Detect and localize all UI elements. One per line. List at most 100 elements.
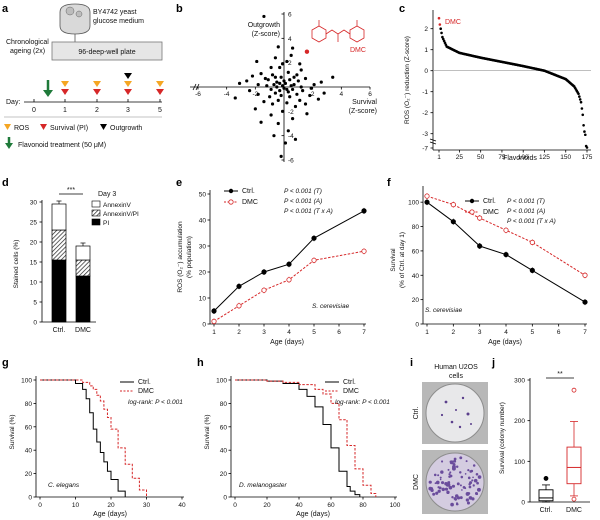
f-stat-3: P < 0.001 (T x A) xyxy=(507,218,556,225)
b-point xyxy=(295,73,299,77)
j-outlier xyxy=(543,476,549,481)
f-xlabel: Age (days) xyxy=(488,339,522,346)
i-colony xyxy=(453,457,457,461)
i-colony xyxy=(475,479,478,482)
i-colony xyxy=(437,474,440,477)
f-xtick-label: 5 xyxy=(531,329,535,336)
e-ylabel-2: (% population) xyxy=(186,236,193,278)
b-point xyxy=(303,76,308,81)
i-colony xyxy=(440,481,445,485)
b-point xyxy=(286,129,290,133)
measurement-markers xyxy=(61,73,164,95)
b-point xyxy=(262,14,266,19)
f-point-ctrl xyxy=(503,251,509,258)
b-point xyxy=(296,79,300,83)
j-outlier xyxy=(571,496,577,502)
i-colony xyxy=(448,485,453,490)
g-xtick-label: 0 xyxy=(38,502,42,509)
b-point xyxy=(286,90,290,94)
h-stat: log-rank: P < 0.001 xyxy=(335,399,390,406)
c-ytick-label: 1 xyxy=(424,47,428,54)
d-category-label: Ctrl. xyxy=(53,327,66,334)
g-ytick-label: 20 xyxy=(25,471,33,478)
h-legend-ctrl: Ctrl. xyxy=(343,379,356,386)
i-colony xyxy=(468,496,473,500)
g-ylabel: Survival (%) xyxy=(9,414,16,449)
b-point xyxy=(266,78,270,82)
f-point-ctrl xyxy=(477,243,483,249)
b-point xyxy=(319,80,323,84)
f-legend xyxy=(465,198,479,215)
j-box-dmc xyxy=(566,446,582,485)
g-xtick-label: 30 xyxy=(143,502,151,509)
dmc-structure-icon xyxy=(311,20,365,43)
i-colony xyxy=(459,471,462,474)
b-point xyxy=(250,74,255,78)
panel-label-h: h xyxy=(197,357,204,369)
b-point xyxy=(283,81,288,85)
i-colony xyxy=(449,471,452,474)
b-point xyxy=(292,75,296,79)
d-ytick-label: 15 xyxy=(30,260,38,267)
b-point xyxy=(278,81,282,85)
e-xtick-label: 1 xyxy=(212,329,216,336)
b-point xyxy=(289,84,293,88)
e-point-dmc xyxy=(236,303,242,309)
c-point xyxy=(578,98,582,101)
b-point xyxy=(265,84,269,88)
f-point-dmc xyxy=(477,215,483,221)
b-point xyxy=(285,101,289,105)
f-ylabel-2: (% of Ctrl. at day 1) xyxy=(399,232,406,288)
d-legend-title: Day 3 xyxy=(98,191,116,198)
b-point xyxy=(289,53,293,57)
b-ytick-label: 4 xyxy=(288,36,292,43)
plate-box xyxy=(51,41,163,61)
b-point xyxy=(291,117,295,121)
treatment-arrow-icon xyxy=(43,80,53,97)
b-point xyxy=(298,98,302,102)
i-colony xyxy=(465,460,468,463)
b-point xyxy=(275,80,279,84)
panel-label-g: g xyxy=(2,357,9,369)
c-point xyxy=(583,130,586,133)
f-point-dmc xyxy=(503,227,509,233)
e-xtick-label: 4 xyxy=(287,329,291,336)
f-point-dmc xyxy=(582,272,588,278)
i-colony xyxy=(471,479,474,482)
e-point-ctrl xyxy=(236,283,242,289)
b-point xyxy=(270,102,275,106)
i-colony xyxy=(451,496,454,499)
i-colony xyxy=(475,492,479,496)
b-point xyxy=(283,141,288,145)
f-stat-2: P < 0.001 (A) xyxy=(507,208,545,215)
panel-f-line: f 0 20 40 60 80 100 1 2 3 4 5 6 7 Survival (% of Ctr… xyxy=(387,177,588,346)
c-ylabel: ROS (O₂⁻) reduction (Z-score) xyxy=(404,36,411,124)
i-row-ctrl: Ctrl. xyxy=(413,407,420,420)
panel-c-chart: c 210-1-2-3-71 25 50 75 100 125 150 175 DMC Fla… xyxy=(399,3,593,162)
b-xtick-label: -2 xyxy=(252,91,258,98)
ageing-text-1: Chronological xyxy=(6,39,49,46)
f-line-dmc xyxy=(426,195,586,276)
i-colony xyxy=(464,487,467,490)
e-point-ctrl xyxy=(361,208,367,214)
b-point xyxy=(279,75,283,79)
b-point xyxy=(262,100,266,104)
b-ytick-label: 2 xyxy=(288,60,292,67)
c-ytick-label: -2 xyxy=(422,110,428,117)
e-point-dmc xyxy=(311,257,317,263)
b-point xyxy=(273,56,277,60)
b-point xyxy=(272,134,276,138)
b-xtick-label: 6 xyxy=(368,91,372,98)
h-ytick-label: 20 xyxy=(220,471,228,478)
b-point xyxy=(276,121,280,126)
i-colony xyxy=(468,485,472,489)
j-box-ctrl xyxy=(538,489,554,502)
b-point xyxy=(291,46,295,50)
b-point xyxy=(280,62,285,66)
b-point xyxy=(285,59,289,64)
b-ytick-label: -4 xyxy=(288,133,294,140)
d-bar-pi xyxy=(51,259,67,323)
e-stat-2: P < 0.001 (A) xyxy=(284,198,322,205)
h-xtick-label: 80 xyxy=(359,502,367,509)
b-xlabel-1: Survival xyxy=(352,99,377,106)
